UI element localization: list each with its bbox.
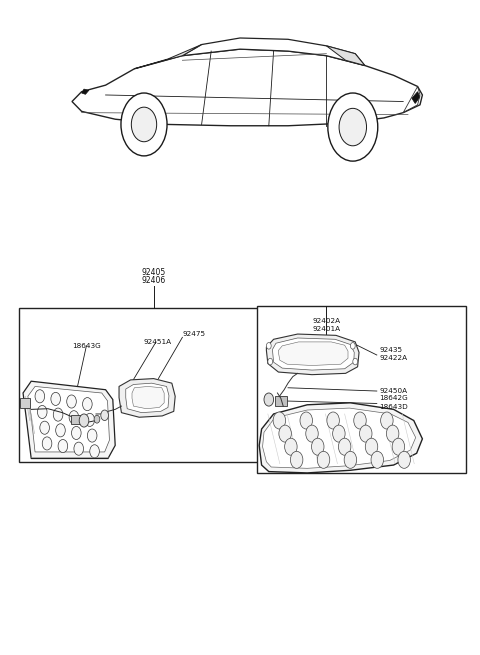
Circle shape <box>90 445 99 458</box>
Circle shape <box>328 93 378 161</box>
Circle shape <box>268 358 273 365</box>
Circle shape <box>35 390 45 403</box>
Text: 92401A: 92401A <box>312 326 340 333</box>
Polygon shape <box>266 334 359 375</box>
Circle shape <box>121 93 167 156</box>
Polygon shape <box>412 92 420 103</box>
Circle shape <box>85 413 95 426</box>
Circle shape <box>279 425 291 442</box>
Polygon shape <box>23 381 115 458</box>
Polygon shape <box>259 403 422 473</box>
Text: 18642G: 18642G <box>379 395 408 402</box>
Circle shape <box>266 343 271 349</box>
Circle shape <box>94 415 100 423</box>
Polygon shape <box>82 89 89 94</box>
Circle shape <box>87 429 97 442</box>
Circle shape <box>386 425 399 442</box>
Circle shape <box>58 440 68 453</box>
Circle shape <box>51 392 60 405</box>
Circle shape <box>354 412 366 429</box>
Circle shape <box>290 451 303 468</box>
Circle shape <box>317 451 330 468</box>
Polygon shape <box>72 49 422 126</box>
Polygon shape <box>119 379 175 417</box>
Circle shape <box>37 405 47 419</box>
Circle shape <box>300 412 312 429</box>
Text: 18643D: 18643D <box>379 403 408 410</box>
Polygon shape <box>273 338 354 370</box>
Circle shape <box>72 426 81 440</box>
Text: 92406: 92406 <box>142 276 166 286</box>
Polygon shape <box>263 408 416 468</box>
Circle shape <box>306 425 318 442</box>
Circle shape <box>333 425 345 442</box>
Circle shape <box>365 438 378 455</box>
Polygon shape <box>28 386 109 452</box>
Text: 92450A: 92450A <box>379 388 408 394</box>
Text: 92405: 92405 <box>142 268 166 277</box>
Circle shape <box>398 451 410 468</box>
Text: 92475: 92475 <box>182 331 205 337</box>
Bar <box>257 306 466 473</box>
Text: 92435: 92435 <box>379 346 402 353</box>
Circle shape <box>392 438 405 455</box>
Circle shape <box>264 393 274 406</box>
Text: 92422A: 92422A <box>379 355 408 362</box>
Bar <box>19 308 259 462</box>
Polygon shape <box>126 383 169 413</box>
Polygon shape <box>134 45 202 69</box>
Circle shape <box>67 395 76 408</box>
Circle shape <box>69 411 79 424</box>
Circle shape <box>40 421 49 434</box>
Polygon shape <box>326 46 365 66</box>
Circle shape <box>79 414 89 427</box>
Circle shape <box>285 438 297 455</box>
Text: 18643G: 18643G <box>72 343 101 349</box>
Circle shape <box>101 410 108 421</box>
Circle shape <box>338 438 351 455</box>
Circle shape <box>273 412 286 429</box>
Circle shape <box>339 108 367 146</box>
Circle shape <box>353 358 358 365</box>
Text: 92451A: 92451A <box>144 339 172 345</box>
Polygon shape <box>182 38 365 66</box>
Bar <box>71 415 82 424</box>
Circle shape <box>350 343 355 349</box>
Circle shape <box>42 437 52 450</box>
Circle shape <box>371 451 384 468</box>
Circle shape <box>53 408 63 421</box>
Circle shape <box>381 412 393 429</box>
Circle shape <box>312 438 324 455</box>
Circle shape <box>83 398 92 411</box>
Circle shape <box>344 451 357 468</box>
Circle shape <box>132 107 156 141</box>
Polygon shape <box>132 386 164 409</box>
Circle shape <box>56 424 65 437</box>
Bar <box>20 398 30 408</box>
Circle shape <box>327 412 339 429</box>
Circle shape <box>360 425 372 442</box>
Polygon shape <box>278 342 348 365</box>
Circle shape <box>74 442 84 455</box>
Text: 92402A: 92402A <box>312 318 340 324</box>
Bar <box>275 396 287 406</box>
